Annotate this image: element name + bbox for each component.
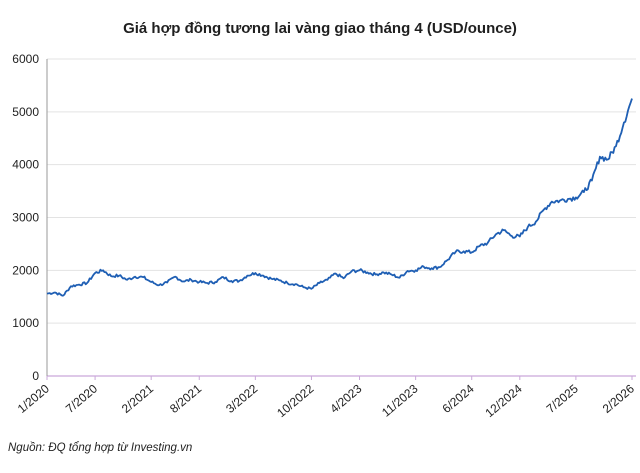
x-tick-label: 3/2022	[223, 381, 260, 416]
y-tick-label: 1000	[12, 316, 39, 330]
y-tick-label: 6000	[12, 52, 39, 66]
x-tick-label: 12/2024	[482, 381, 524, 420]
x-tick-label: 6/2024	[440, 381, 477, 416]
chart-title: Giá hợp đồng tương lai vàng giao tháng 4…	[123, 20, 517, 37]
y-tick-labels: 0 1000 2000 3000 4000 5000 6000	[12, 52, 39, 383]
y-tick-label: 4000	[12, 158, 39, 172]
axis-layer	[46, 59, 636, 380]
series-line	[46, 98, 633, 297]
x-tick-label: 8/2021	[167, 381, 204, 416]
grid-layer	[47, 58, 636, 324]
chart-source-note: Nguồn: ĐQ tổng hợp từ Investing.vn	[8, 442, 193, 454]
series-layer	[46, 98, 633, 297]
x-tick-label: 1/2020	[15, 381, 52, 416]
x-tick-label: 11/2023	[379, 381, 421, 419]
y-tick-label: 3000	[12, 211, 39, 225]
x-tick-label: 2/2026	[600, 381, 637, 416]
x-tick-label: 4/2023	[327, 381, 364, 416]
x-tick-label: 2/2021	[119, 381, 156, 416]
x-tick-label: 7/2025	[544, 381, 581, 416]
x-tick-label: 10/2022	[274, 381, 316, 420]
y-tick-label: 2000	[12, 263, 39, 277]
x-tick-label: 7/2020	[63, 381, 100, 416]
y-tick-label: 0	[32, 369, 39, 383]
x-tick-labels: 1/2020 7/2020 2/2021 8/2021 3/2022 10/2022 4/2…	[15, 381, 637, 420]
y-tick-label: 5000	[12, 105, 39, 119]
